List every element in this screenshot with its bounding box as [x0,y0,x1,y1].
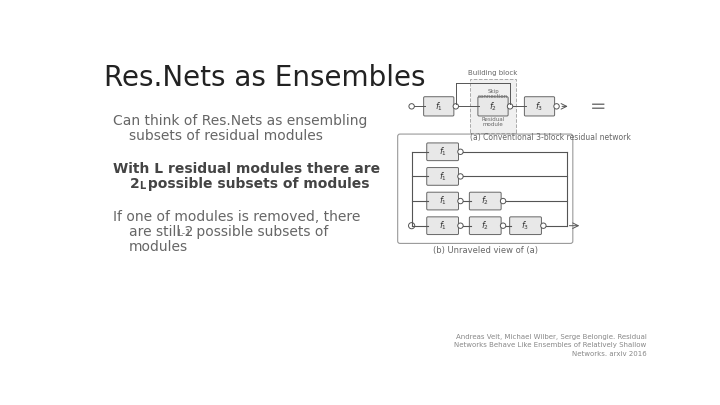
Text: (b) Unraveled view of (a): (b) Unraveled view of (a) [433,246,538,255]
Text: 2: 2 [130,177,140,191]
FancyBboxPatch shape [469,79,516,133]
Text: (a) Conventional 3-block residual network: (a) Conventional 3-block residual networ… [469,133,631,142]
FancyBboxPatch shape [427,217,459,234]
Text: L: L [139,181,145,191]
Circle shape [453,104,459,109]
Text: Skip
connection: Skip connection [478,89,508,99]
Text: $f_1$: $f_1$ [435,100,443,113]
FancyBboxPatch shape [423,97,454,116]
Text: $f_2$: $f_2$ [481,220,490,232]
FancyBboxPatch shape [427,192,459,210]
FancyBboxPatch shape [524,97,554,116]
Circle shape [458,149,463,154]
Text: Res.Nets as Ensembles: Res.Nets as Ensembles [104,64,426,92]
Text: $f_1$: $f_1$ [438,170,446,183]
Text: possible subsets of: possible subsets of [192,225,328,239]
Text: If one of modules is removed, there: If one of modules is removed, there [113,209,361,224]
Text: $f_2$: $f_2$ [481,195,490,207]
Text: Building block: Building block [468,70,518,76]
Text: $f_2$: $f_2$ [489,100,497,113]
Circle shape [409,104,414,109]
Text: $f_3$: $f_3$ [521,220,530,232]
Text: Can think of Res.Nets as ensembling: Can think of Res.Nets as ensembling [113,114,368,128]
Circle shape [408,223,415,229]
FancyBboxPatch shape [427,168,459,185]
Circle shape [508,104,513,109]
Text: are still 2: are still 2 [129,225,193,239]
Text: $f_1$: $f_1$ [438,220,446,232]
Text: $f_1$: $f_1$ [438,145,446,158]
Text: $f_1$: $f_1$ [438,195,446,207]
Text: subsets of residual modules: subsets of residual modules [129,130,323,143]
Text: $f_3$: $f_3$ [536,100,544,113]
Text: With L residual modules there are: With L residual modules there are [113,162,380,176]
Circle shape [500,223,505,228]
FancyBboxPatch shape [427,143,459,161]
Text: Andreas Veit, Michael Wilber, Serge Belongie. Residual
Networks Behave Like Ense: Andreas Veit, Michael Wilber, Serge Belo… [454,334,647,356]
Text: =: = [590,97,606,116]
Circle shape [500,198,505,204]
FancyBboxPatch shape [510,217,541,234]
Circle shape [458,198,463,204]
Circle shape [458,174,463,179]
FancyBboxPatch shape [478,97,508,116]
Circle shape [541,223,546,228]
Circle shape [458,223,463,228]
Text: modules: modules [129,240,188,254]
FancyBboxPatch shape [469,192,501,210]
Text: Residual
module: Residual module [482,117,505,127]
Circle shape [554,104,559,109]
Text: L-1: L-1 [178,229,192,238]
Text: possible subsets of modules: possible subsets of modules [143,177,370,191]
FancyBboxPatch shape [469,217,501,234]
